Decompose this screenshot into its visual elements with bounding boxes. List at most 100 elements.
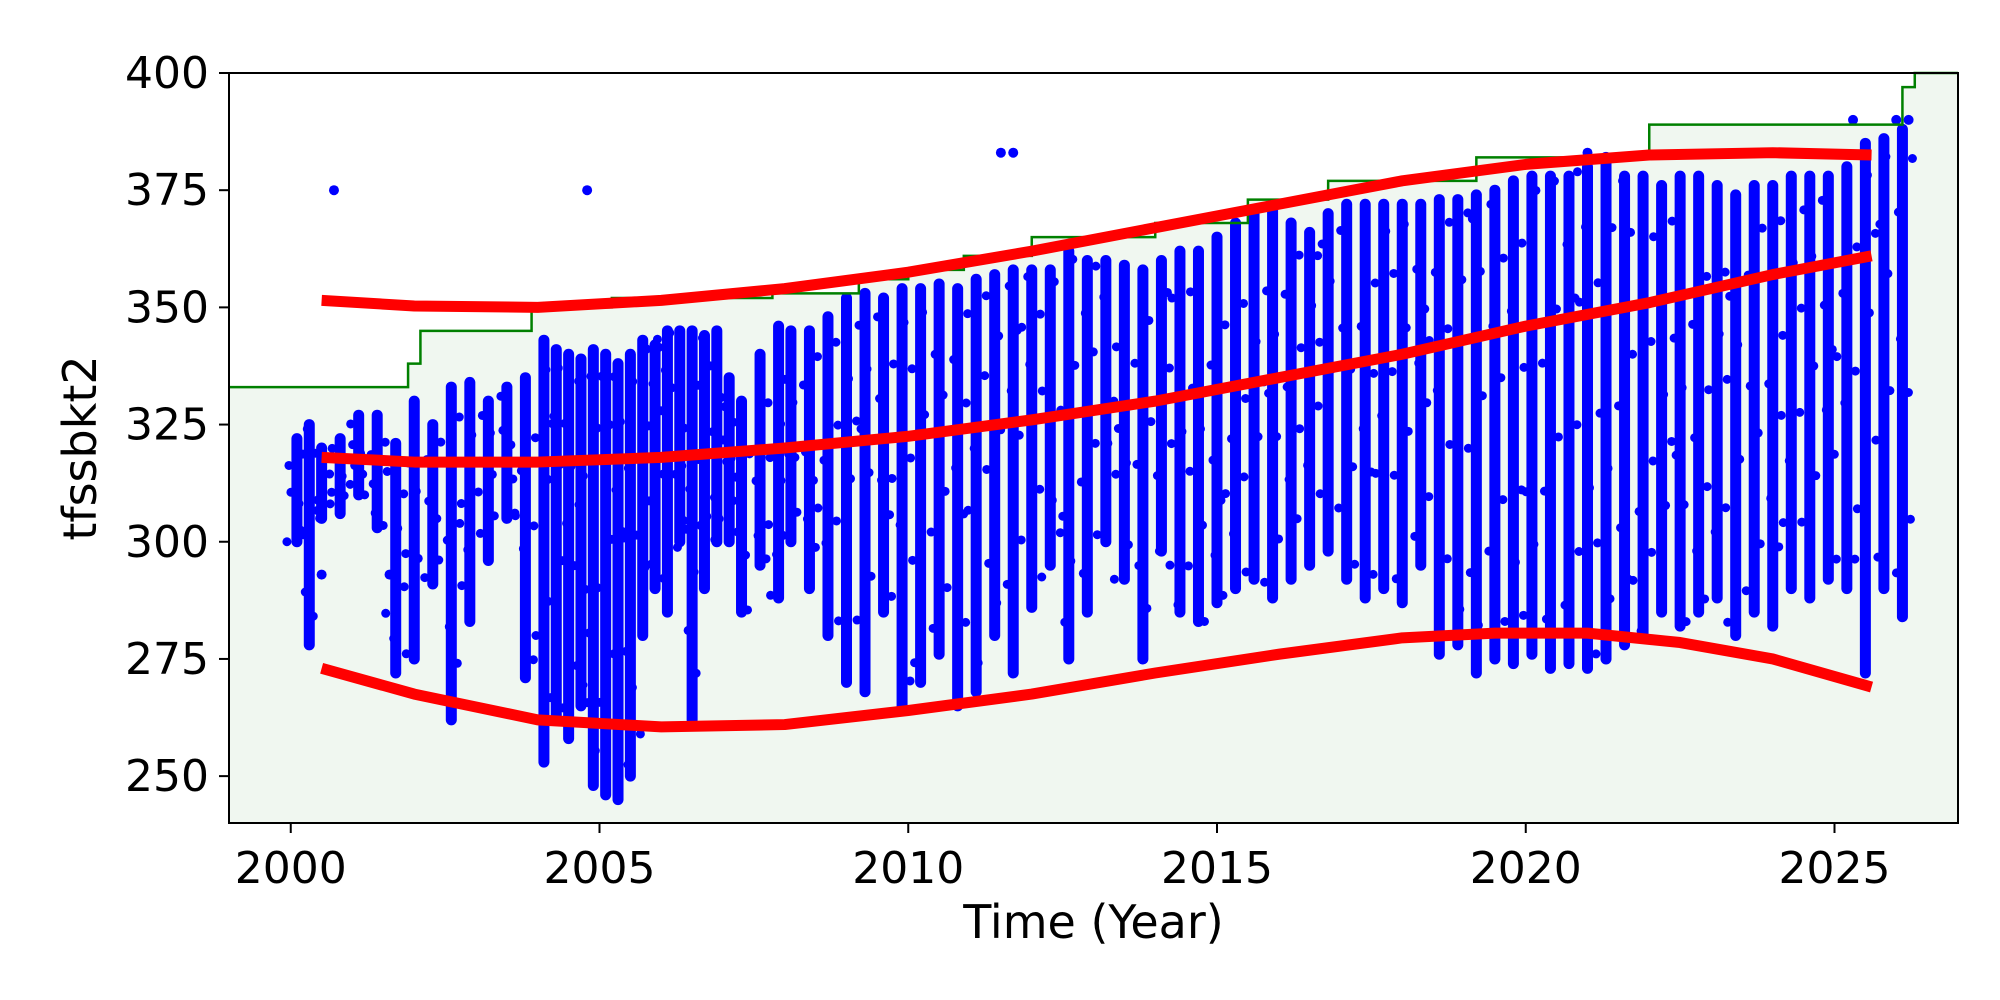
- scatter-point: [764, 520, 774, 530]
- x-tick-label: 2005: [544, 843, 656, 894]
- scatter-point: [832, 516, 841, 526]
- scatter-point: [675, 406, 685, 416]
- scatter-point: [1795, 407, 1805, 417]
- scatter-point: [1014, 430, 1024, 440]
- scatter-point: [1103, 438, 1113, 448]
- scatter-point: [593, 583, 603, 593]
- scatter-point: [1199, 616, 1209, 626]
- scatter-point: [885, 510, 895, 520]
- scatter-point: [1156, 331, 1166, 341]
- scatter-point: [317, 461, 327, 471]
- scatter-point: [697, 333, 707, 343]
- scatter-point: [325, 469, 335, 479]
- scatter-point: [1101, 365, 1111, 375]
- scatter-point: [325, 499, 335, 509]
- scatter-point: [1575, 297, 1584, 307]
- scatter-point: [1735, 454, 1745, 464]
- scatter-point: [1549, 176, 1559, 186]
- scatter-point: [731, 472, 741, 482]
- scatter-point: [1667, 216, 1677, 226]
- scatter-point: [1047, 495, 1057, 505]
- scatter-point: [1657, 279, 1667, 289]
- scatter-point: [582, 185, 593, 196]
- scatter-point: [1399, 219, 1409, 229]
- scatter-point: [1518, 610, 1528, 620]
- scatter-point: [1251, 337, 1261, 347]
- scatter-point: [1692, 546, 1702, 556]
- trend-line: [321, 250, 1873, 468]
- scatter-point: [1195, 424, 1205, 434]
- scatter-point: [821, 538, 831, 548]
- scatter-point: [1531, 185, 1541, 195]
- scatter-point: [918, 307, 928, 317]
- scatter-point: [897, 630, 907, 640]
- scatter-point: [516, 466, 526, 476]
- scatter-point: [1099, 292, 1109, 302]
- scatter-point: [1838, 288, 1848, 298]
- scatter-point: [1714, 329, 1724, 339]
- scatter-point: [930, 349, 940, 359]
- scatter-point: [1852, 242, 1862, 252]
- scatter-point: [389, 634, 399, 644]
- scatter-point: [940, 486, 950, 496]
- scatter-point: [1111, 342, 1121, 352]
- scatter-point: [1262, 286, 1272, 296]
- scatter-point: [316, 569, 327, 580]
- scatter-point: [792, 507, 802, 517]
- scatter-point: [420, 573, 430, 583]
- scatter-point: [729, 417, 739, 427]
- scatter-point: [1850, 366, 1860, 376]
- scatter-point: [1208, 455, 1218, 465]
- scatter-point: [1593, 538, 1602, 548]
- scatter-point: [623, 463, 633, 473]
- scatter-point: [1776, 410, 1786, 420]
- scatter-point: [864, 468, 874, 478]
- scatter-point: [294, 499, 304, 509]
- scatter-point: [1338, 323, 1348, 333]
- scatter-point: [1572, 420, 1582, 430]
- scatter-point: [1688, 319, 1698, 329]
- scatter-point: [1671, 450, 1681, 460]
- scatter-point: [1027, 447, 1037, 457]
- scatter-point: [802, 514, 812, 524]
- scatter-point: [751, 476, 761, 486]
- scatter-point: [1379, 511, 1389, 521]
- scatter-point: [1422, 398, 1432, 408]
- scatter-point: [1817, 195, 1827, 205]
- scatter-point: [580, 584, 590, 594]
- scatter-point: [938, 390, 948, 400]
- scatter-point: [1809, 361, 1819, 371]
- scatter-point: [1420, 304, 1430, 314]
- scatter-point: [432, 514, 442, 524]
- scatter-point: [1002, 579, 1012, 589]
- scatter-point: [455, 518, 465, 528]
- scatter-point: [1358, 424, 1368, 434]
- scatter-point: [1307, 301, 1317, 311]
- y-tick-label: 250: [125, 751, 209, 802]
- scatter-point: [652, 334, 662, 344]
- scatter-point: [444, 622, 454, 632]
- scatter-point: [776, 476, 786, 486]
- scatter-point: [315, 513, 325, 523]
- scatter-point: [300, 587, 310, 597]
- scatter-point: [1088, 347, 1098, 357]
- scatter-point: [1282, 382, 1292, 392]
- scatter-point: [844, 374, 853, 384]
- scatter-point: [1679, 500, 1689, 510]
- scatter-point: [1348, 462, 1358, 472]
- scatter-point: [1292, 514, 1302, 524]
- scatter-point: [308, 611, 318, 621]
- scatter-point: [741, 550, 751, 560]
- scatter-point: [1517, 238, 1527, 248]
- scatter-point: [1216, 495, 1226, 505]
- scatter-point: [1264, 388, 1274, 398]
- scatter-point: [1614, 401, 1624, 411]
- scatter-point: [810, 542, 820, 552]
- scatter-point: [1562, 239, 1572, 249]
- scatter-point: [1185, 466, 1195, 476]
- scatter-point: [702, 511, 712, 521]
- scatter-point: [1850, 554, 1860, 564]
- scatter-point: [743, 605, 753, 615]
- scatter-point: [489, 511, 499, 521]
